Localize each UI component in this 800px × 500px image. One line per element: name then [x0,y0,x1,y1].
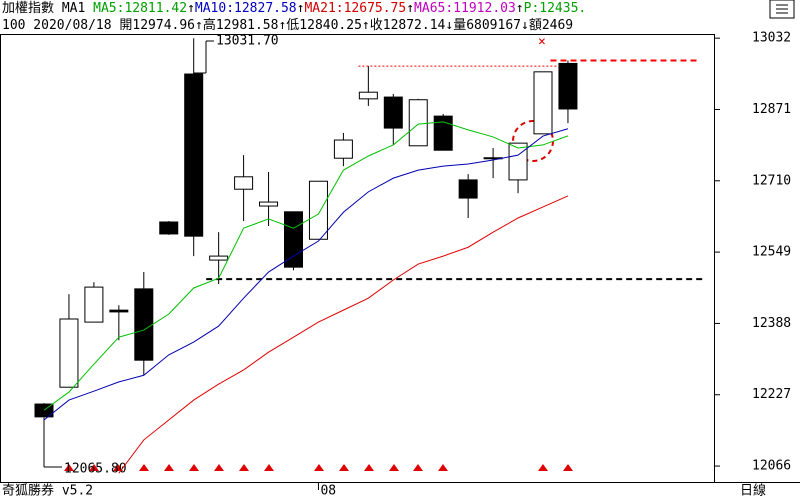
candle-body [159,221,179,235]
candle-body [184,73,204,237]
legend-entry: P:12435. [523,1,587,16]
candle-body [508,142,528,181]
legend-entry: 加權指數 MA1 [2,1,94,16]
info-item: 額2469 [528,18,574,33]
footer-right: 日線 [740,483,766,499]
info-item: ↓ [445,18,454,33]
footer-left: 奇狐勝券 v5.2 [2,483,93,499]
y-tick-label: 12388 [752,316,791,331]
x-tick-label: 08 [320,484,336,499]
legend-entry: MA10:12827.58 [194,1,297,16]
y-tick-label: 13032 [752,31,791,46]
info-item: ↑ [278,18,287,33]
candle-body [209,255,229,261]
info-item: 量6809167 [453,18,521,33]
info-item: 低12840.25 [286,18,362,33]
candle-body [408,99,428,147]
signal-marker [538,464,548,471]
y-tick-label: 12710 [752,173,791,188]
candle-body [308,180,328,240]
signal-marker [563,464,573,471]
signal-marker [139,464,149,471]
info-item: 收12872.14 [369,18,446,33]
legend-entry: MA65:11912.03 [414,1,516,16]
y-tick-label: 12549 [752,245,791,260]
candle-body [383,96,403,129]
candle-body [234,176,254,190]
signal-marker [89,464,99,471]
ma-line [118,195,569,474]
ma-line [43,121,569,411]
info-row: 100 2020/08/18 開12974.96↑高12981.58↑低1284… [2,17,714,34]
signal-marker [314,464,324,471]
max-label: 13031.70 [216,34,279,49]
candle-body [259,201,279,207]
legend-entry: ↑ [296,1,305,16]
min-label: 12065.80 [64,462,127,477]
legend-entry: ↑ [406,1,415,16]
legend-entry: ↑ [515,1,524,16]
info-item: ↑ [361,18,370,33]
candle-body [358,91,378,100]
info-item: 100 2020/08/18 開12974.96 [2,18,196,33]
candle-body [109,309,129,313]
info-item: 高12981.58 [202,18,279,33]
legend-entry: MA5:12811.42 [93,1,188,16]
candle-body [84,286,104,323]
plot-frame [0,34,715,483]
signal-marker [364,464,374,471]
candle-body [284,211,303,268]
y-tick-label: 12871 [752,102,791,117]
candle-body [134,288,154,361]
info-item: ↓ [521,18,529,33]
candle-body [333,139,353,159]
candle-body [558,62,578,110]
signal-marker [264,464,274,471]
candle-body [433,115,453,151]
signal-marker [438,464,448,471]
marker-x: × [538,35,546,50]
signal-marker [189,464,199,471]
candle-body [59,318,79,388]
signal-marker [239,464,249,471]
signal-marker [164,464,174,471]
signal-marker [64,464,74,471]
candle-body [458,179,478,199]
signal-markers [64,464,573,471]
header-row: 加權指數 MA1 MA5:12811.42↑MA10:12827.58↑MA21… [2,0,714,17]
signal-marker [413,464,423,471]
signal-marker [389,464,399,471]
info-item: ↑ [195,18,203,33]
y-tick-label: 12227 [752,387,791,402]
candle-body [533,71,553,135]
signal-marker [339,464,349,471]
signal-marker [113,464,123,471]
legend-entry: ↑ [187,1,195,16]
signal-marker [214,464,224,471]
legend-entry: MA21:12675.75 [304,1,407,16]
y-tick-label: 12066 [752,459,791,474]
ma-line [43,128,569,421]
